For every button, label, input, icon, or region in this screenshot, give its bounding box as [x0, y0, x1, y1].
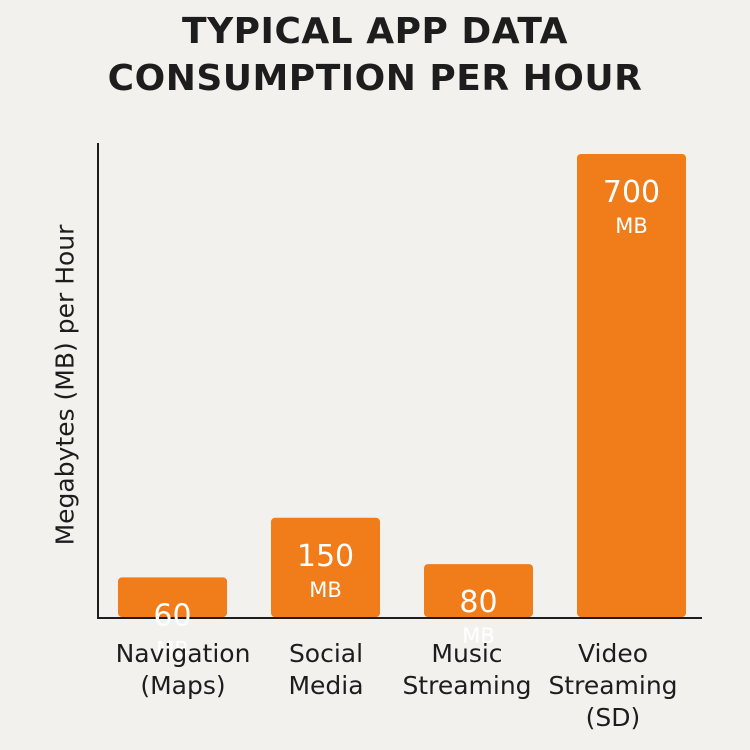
bar-navigation — [118, 577, 227, 617]
data-label-unit-social-media: MB — [309, 578, 342, 602]
chart-title-line-2: CONSUMPTION PER HOUR — [107, 58, 643, 99]
bar-social-media — [271, 517, 380, 617]
bar-video-streaming — [577, 154, 686, 617]
bars-group: 60 MB 150 MB 80 MB 700 MB — [118, 154, 686, 661]
category-label-video-streaming: Video Streaming (SD) — [548, 639, 678, 732]
data-label-unit-music-streaming: MB — [462, 624, 495, 648]
category-label-navigation: Navigation (Maps) — [115, 639, 251, 700]
chart-title-line-1: TYPICAL APP DATA — [182, 11, 568, 52]
data-label-unit-navigation: MB — [156, 637, 189, 661]
data-label-value-music-streaming: 80 — [459, 585, 497, 620]
data-label-value-video-streaming: 700 — [603, 175, 660, 210]
category-label-social-media: Social Media — [288, 639, 364, 700]
chart-title: TYPICAL APP DATA CONSUMPTION PER HOUR — [0, 8, 750, 102]
bar-music-streaming — [424, 564, 533, 617]
category-label-music-streaming: Music Streaming — [402, 639, 532, 700]
data-label-value-navigation: 60 — [153, 598, 191, 633]
data-label-value-social-media: 150 — [297, 539, 354, 574]
data-label-unit-video-streaming: MB — [615, 214, 648, 238]
